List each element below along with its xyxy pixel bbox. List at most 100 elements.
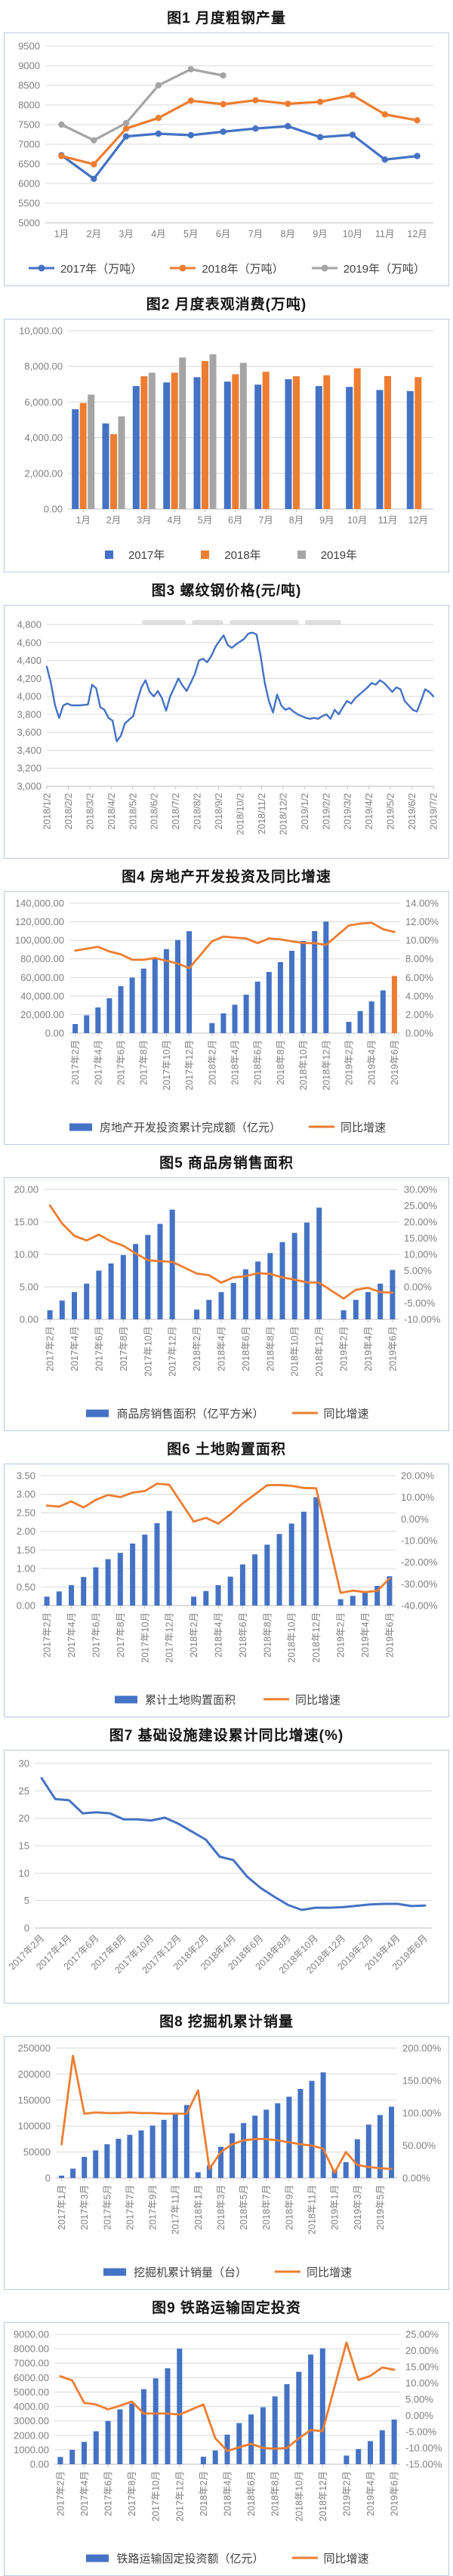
svg-text:2019/5/2: 2019/5/2 bbox=[386, 793, 396, 830]
svg-text:25: 25 bbox=[19, 1785, 29, 1797]
svg-text:2019年4月: 2019年4月 bbox=[367, 1040, 378, 1085]
svg-text:2018/4/2: 2018/4/2 bbox=[106, 793, 117, 830]
legend-label: 房地产开发投资累计完成额（亿元） bbox=[99, 1121, 281, 1134]
svg-text:-5.00%: -5.00% bbox=[404, 1297, 436, 1309]
svg-text:0.00: 0.00 bbox=[20, 1314, 39, 1325]
svg-text:4000.00: 4000.00 bbox=[14, 2401, 49, 2412]
svg-text:0.00: 0.00 bbox=[17, 1600, 35, 1612]
figure-8-title: 图8 挖掘机累计销量 bbox=[159, 2014, 294, 2030]
svg-text:2019年2月: 2019年2月 bbox=[344, 1040, 355, 1085]
svg-text:2019/1/2: 2019/1/2 bbox=[300, 793, 310, 830]
legend-label: 累计土地购置面积 bbox=[144, 1693, 236, 1707]
figure-3-title: 图3 螺纹钢价格(元/吨) bbox=[151, 583, 302, 599]
figure-1: 图1 月度粗钢产量 9500 9000 8500 8000 7500 7000 6500 60… bbox=[0, 0, 453, 286]
svg-text:2019/2/2: 2019/2/2 bbox=[321, 793, 331, 830]
legend-label: 2019年（万吨） bbox=[343, 262, 426, 276]
svg-text:5000.00: 5000.00 bbox=[14, 2386, 49, 2398]
svg-text:2019年2月: 2019年2月 bbox=[336, 1612, 347, 1658]
legend-item: 同比增速 bbox=[263, 1692, 341, 1708]
svg-text:10月: 10月 bbox=[343, 229, 362, 239]
svg-text:2017年6月: 2017年6月 bbox=[94, 1326, 104, 1371]
svg-text:2019年1月: 2019年1月 bbox=[330, 2185, 341, 2230]
illegible-caption bbox=[305, 620, 341, 625]
svg-text:2017年7月: 2017年7月 bbox=[125, 2185, 135, 2230]
legend-item: 同比增速 bbox=[291, 1405, 369, 1421]
land-purchase-area-chart: 3.50 3.00 2.50 2.00 1.50 1.00 0.50 0.00 20.00% 10… bbox=[17, 1470, 438, 1663]
illegible-caption bbox=[230, 620, 299, 625]
rebar-price-chart: 4,800 4,600 4,400 4,200 4,000 3,800 3,600 3,400… bbox=[17, 619, 439, 835]
svg-text:2019年6月: 2019年6月 bbox=[384, 1612, 395, 1658]
svg-text:2018年6月: 2018年6月 bbox=[246, 2471, 257, 2516]
svg-text:2018年1月: 2018年1月 bbox=[193, 2185, 204, 2230]
figure-7-chart-box: 30 25 20 15 10 5 0 2017年2月 2017年4月 2017年6月 2017年8月… bbox=[4, 1750, 449, 2004]
figure-3-chart-box: 4,800 4,600 4,400 4,200 4,000 3,800 3,600 3,400… bbox=[4, 605, 449, 859]
svg-text:6000.00: 6000.00 bbox=[14, 2372, 49, 2383]
svg-text:0.00%: 0.00% bbox=[402, 2173, 430, 2184]
svg-text:10,000.00: 10,000.00 bbox=[19, 325, 63, 337]
svg-text:2019年6月: 2019年6月 bbox=[390, 2471, 400, 2516]
legend-swatch-bar-icon bbox=[86, 1409, 109, 1418]
svg-text:10.00%: 10.00% bbox=[401, 1492, 435, 1503]
svg-text:10.00%: 10.00% bbox=[405, 2377, 439, 2389]
figure-6-title: 图6 土地购置面积 bbox=[167, 1442, 286, 1458]
svg-text:0.00: 0.00 bbox=[30, 2459, 49, 2470]
legend-label: 铁路运输固定投资额（亿元） bbox=[116, 2552, 264, 2565]
legend-swatch-line-icon bbox=[275, 2270, 300, 2273]
svg-text:2017年11月: 2017年11月 bbox=[171, 2185, 181, 2235]
svg-text:2017年8月: 2017年8月 bbox=[127, 2471, 137, 2516]
figure-6-chart-box: 3.50 3.00 2.50 2.00 1.50 1.00 0.50 0.00 20.00% 10… bbox=[4, 1464, 449, 1717]
legend-item: 房地产开发投资累计完成额（亿元） bbox=[67, 1119, 281, 1135]
svg-text:2月: 2月 bbox=[106, 515, 121, 526]
figure-3: 图3 螺纹钢价格(元/吨) 4,800 4,600 4,400 4,200 4,000 3… bbox=[0, 572, 453, 859]
legend-label: 2018年 bbox=[224, 548, 261, 562]
figure-5-chart-box: 20.00 15.00 10.00 5.00 0.00 30.00% 25.00% 20.00… bbox=[4, 1177, 449, 1431]
svg-text:2018年2月: 2018年2月 bbox=[207, 1040, 217, 1085]
railway-fixed-investment-chart: 9000.00 8000.00 7000.00 6000.00 5000.00 4000.… bbox=[14, 2329, 442, 2522]
figure-1-legend: 2017年（万吨） 2018年（万吨） 2019年（万吨） bbox=[5, 257, 448, 279]
svg-text:2018年6月: 2018年6月 bbox=[241, 1326, 251, 1371]
svg-text:2017年10月: 2017年10月 bbox=[151, 2471, 162, 2522]
svg-text:10月: 10月 bbox=[347, 515, 367, 526]
svg-text:2017年2月: 2017年2月 bbox=[55, 2471, 66, 2516]
svg-text:2019年5月: 2019年5月 bbox=[375, 2185, 386, 2230]
svg-text:2017年10月: 2017年10月 bbox=[162, 1040, 172, 1091]
svg-text:2019/4/2: 2019/4/2 bbox=[364, 793, 374, 830]
figure-8: 图8 挖掘机累计销量 250000 200000 150000 100000 50000… bbox=[0, 2004, 453, 2290]
svg-text:4,600: 4,600 bbox=[17, 637, 42, 648]
svg-text:1.00: 1.00 bbox=[17, 1563, 35, 1574]
svg-text:10: 10 bbox=[19, 1868, 29, 1879]
figure-2-legend: 2017年 2018年 2019年 bbox=[5, 543, 448, 566]
svg-text:2017年12月: 2017年12月 bbox=[174, 2471, 185, 2522]
monthly-crude-steel-output-chart: 9500 9000 8500 8000 7500 7000 6500 6000 5500 5000… bbox=[18, 41, 433, 239]
svg-text:14.00%: 14.00% bbox=[405, 898, 439, 909]
svg-text:2018年12月: 2018年12月 bbox=[318, 2471, 328, 2522]
excavator-cumulative-sales-chart: 250000 200000 150000 100000 50000 0 200.00% 150… bbox=[18, 2043, 442, 2235]
svg-text:2017年12月: 2017年12月 bbox=[168, 1326, 178, 1377]
figure-1-chart-box: 9500 9000 8500 8000 7500 7000 6500 6000 5500 5000… bbox=[4, 32, 449, 286]
svg-text:0: 0 bbox=[45, 2173, 51, 2184]
legend-item: 同比增速 bbox=[308, 1119, 386, 1135]
real-estate-investment-chart: 140,000.00 120,000.00 100,000.00 80,000.00 6… bbox=[15, 898, 439, 1091]
svg-text:2017年12月: 2017年12月 bbox=[165, 1612, 175, 1663]
svg-text:2019/7/2: 2019/7/2 bbox=[429, 793, 439, 830]
svg-text:2017年8月: 2017年8月 bbox=[139, 1040, 149, 1085]
svg-text:-10.00%: -10.00% bbox=[401, 1535, 438, 1547]
svg-text:60,000.00: 60,000.00 bbox=[20, 972, 64, 983]
svg-text:2018年12月: 2018年12月 bbox=[314, 1326, 325, 1377]
svg-text:2017年12月: 2017年12月 bbox=[184, 1040, 195, 1091]
svg-text:5: 5 bbox=[24, 1895, 29, 1906]
svg-text:8月: 8月 bbox=[281, 229, 295, 239]
svg-text:2018/2/2: 2018/2/2 bbox=[63, 793, 74, 830]
legend-item: 挖掘机累计销量（台） bbox=[101, 2264, 247, 2280]
svg-text:2018年4月: 2018年4月 bbox=[217, 1326, 227, 1371]
svg-text:10.00%: 10.00% bbox=[404, 1249, 438, 1260]
svg-text:0.50: 0.50 bbox=[17, 1581, 35, 1593]
svg-text:1000.00: 1000.00 bbox=[14, 2444, 49, 2455]
svg-text:2018/6/2: 2018/6/2 bbox=[149, 793, 160, 830]
figure-4-legend: 房地产开发投资累计完成额（亿元） 同比增速 bbox=[5, 1115, 448, 1138]
legend-swatch-line-icon bbox=[28, 264, 54, 272]
svg-text:0: 0 bbox=[24, 1923, 29, 1934]
svg-text:0.00: 0.00 bbox=[44, 504, 63, 515]
svg-text:2019年2月: 2019年2月 bbox=[341, 2471, 352, 2516]
svg-text:-30.00%: -30.00% bbox=[401, 1578, 438, 1590]
